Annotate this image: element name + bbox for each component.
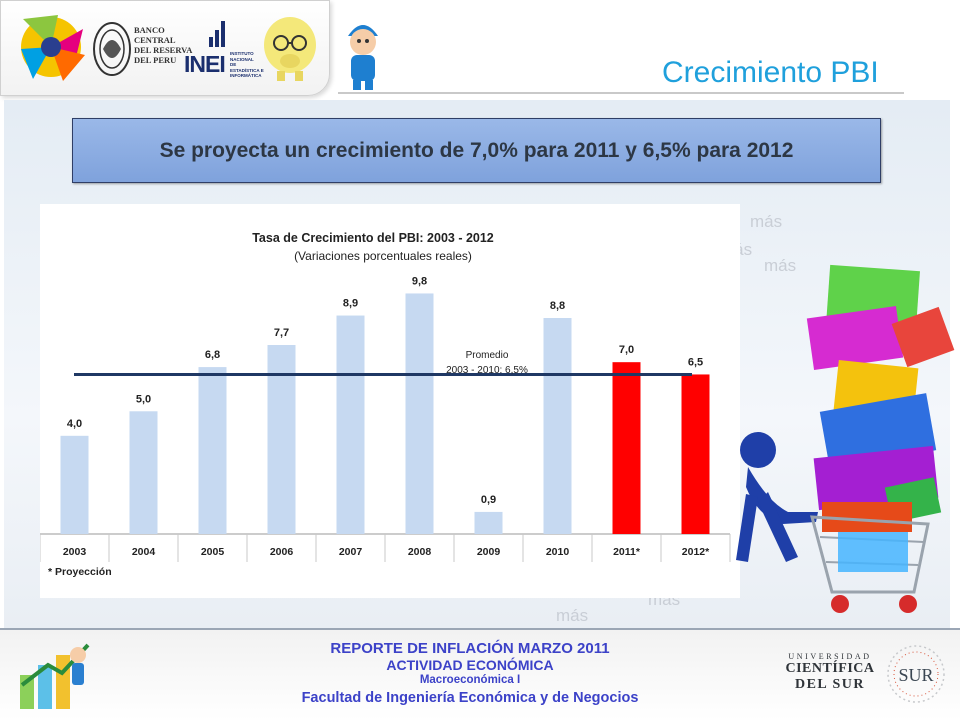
inei-sub-line: INFORMÁTICA [230, 73, 262, 78]
category-label: 2008 [408, 546, 432, 558]
bar-2003 [60, 435, 89, 534]
chart-panel: Tasa de Crecimiento del PBI: 2003 - 2012… [40, 204, 740, 598]
footer-course: Macroeconómica I [419, 674, 521, 686]
cartoon-character-icon [348, 25, 378, 90]
bcrp-line: DEL RESERVA [134, 45, 193, 55]
average-label: 2003 - 2010: 6,5% [446, 365, 528, 376]
footer-faculty: Facultad de Ingeniería Económica y de Ne… [301, 690, 639, 706]
footer-section: ACTIVIDAD ECONÓMICA [386, 657, 554, 673]
decor-mas-word: más [750, 212, 783, 231]
slide-header: BANCO CENTRAL DEL RESERVA DEL PERU INEI … [0, 0, 960, 100]
bar-2006 [267, 345, 296, 534]
bar-2010 [543, 318, 572, 534]
bar-2012 [681, 374, 710, 534]
bcrp-line: DEL PERU [134, 55, 177, 65]
university-label: CIENTÍFICA [785, 661, 875, 676]
bar-2004 [129, 411, 158, 534]
inei-sub-line: NACIONAL [230, 56, 254, 62]
bcrp-name: BANCO CENTRAL DEL RESERVA DEL PERU [134, 25, 192, 65]
footer-report-title: REPORTE DE INFLACIÓN MARZO 2011 [330, 640, 610, 657]
chart-subtitle: (Variaciones porcentuales reales) [294, 249, 472, 263]
university-logo: UNIVERSIDAD CIENTÍFICA DEL SUR [780, 652, 880, 693]
average-label: Promedio [466, 350, 509, 361]
value-label: 7,7 [274, 327, 289, 339]
bar-2009 [474, 511, 503, 534]
page-title: Crecimiento PBI [662, 56, 879, 89]
chart-title: Tasa de Crecimiento del PBI: 2003 - 2012 [252, 231, 494, 245]
bcrp-seal-icon [93, 22, 131, 76]
decor-mas-word: más [764, 256, 797, 275]
slide-footer [0, 628, 960, 720]
chart-footnote: * Proyección [48, 566, 112, 578]
value-label: 5,0 [136, 393, 151, 405]
value-label: 8,9 [343, 298, 358, 310]
inei-sub-line: ESTADÍSTICA E [230, 67, 264, 73]
sur-logo-icon: SUR [887, 645, 945, 703]
value-label: 8,8 [550, 300, 565, 312]
category-label: 2007 [339, 546, 363, 558]
university-label: UNIVERSIDAD [788, 652, 872, 661]
logo-strip: BANCO CENTRAL DEL RESERVA DEL PERU INEI … [0, 0, 330, 96]
value-label: 0,9 [481, 494, 496, 506]
piggy-bank-icon [264, 17, 316, 81]
bar-2008 [405, 293, 434, 534]
category-label: 2012* [682, 546, 710, 558]
title-divider [338, 92, 904, 94]
value-label: 6,8 [205, 349, 220, 361]
headline-text: Se proyecta un crecimiento de 7,0% para … [159, 138, 794, 162]
bars-group: 4,0 2003 5,0 2004 6,8 2005 7,7 2006 8,9 2007 9,8 20… [60, 275, 710, 558]
shopping-cart-illustration [736, 264, 955, 613]
inei-sub-line: DE [230, 62, 237, 67]
bcrp-line: BANCO [134, 25, 165, 35]
footer-growth-graphic [20, 643, 90, 709]
decor-mas-word: más [556, 606, 589, 625]
category-label: 2003 [63, 546, 87, 558]
inei-subtitle: INSTITUTO NACIONAL DE ESTADÍSTICA E INFO… [230, 51, 264, 79]
category-label: 2009 [477, 546, 501, 558]
headline-banner: Se proyecta un crecimiento de 7,0% para … [72, 118, 881, 183]
category-label: 2004 [132, 546, 156, 558]
university-label: DEL SUR [794, 677, 866, 692]
category-label: 2006 [270, 546, 294, 558]
value-label: 9,8 [412, 275, 427, 287]
category-label: 2010 [546, 546, 570, 558]
inei-label: INEI [184, 51, 226, 77]
sur-label: SUR [898, 665, 933, 685]
bar-2011 [612, 362, 641, 534]
value-label: 6,5 [688, 356, 703, 368]
bcrp-line: CENTRAL [134, 35, 176, 45]
growth-bar-chart: Tasa de Crecimiento del PBI: 2003 - 2012… [40, 231, 731, 578]
bar-2007 [336, 315, 365, 534]
bar-2005 [198, 367, 227, 534]
category-label: 2005 [201, 546, 225, 558]
value-label: 7,0 [619, 344, 634, 356]
category-label: 2011* [613, 546, 641, 558]
peru-swirl-logo [21, 15, 85, 81]
value-label: 4,0 [67, 418, 82, 430]
inei-sub-line: INSTITUTO [230, 51, 254, 56]
inei-mark-icon [209, 21, 225, 47]
